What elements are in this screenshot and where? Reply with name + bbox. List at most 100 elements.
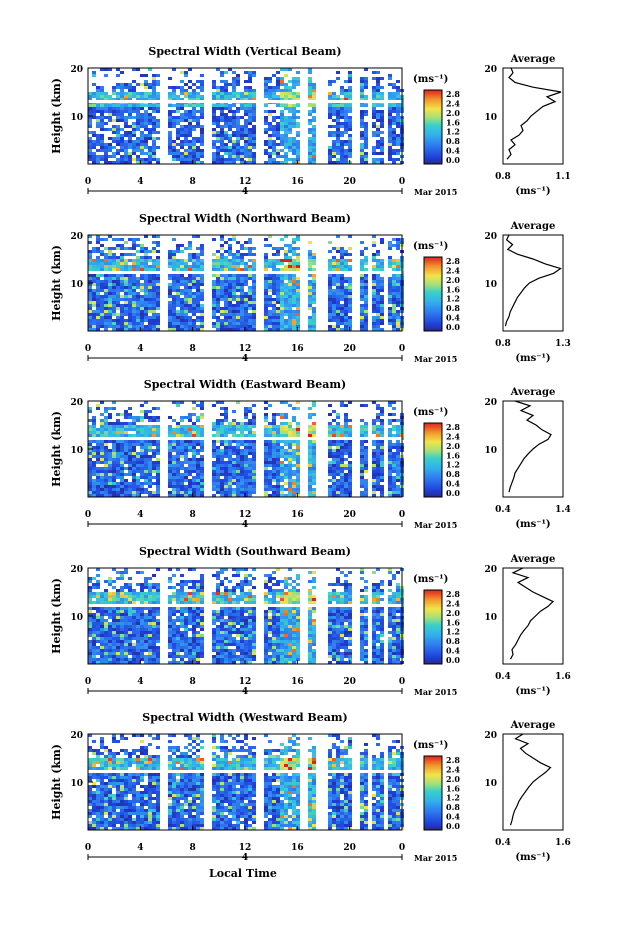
heatmap-cell xyxy=(344,277,348,280)
heatmap-cell xyxy=(184,247,188,250)
heatmap-cell xyxy=(88,425,92,428)
heatmap-cell xyxy=(200,470,204,473)
heatmap-cell xyxy=(332,488,336,491)
heatmap-cell xyxy=(168,77,172,80)
heatmap-cell xyxy=(380,125,384,128)
heatmap-cell xyxy=(328,280,332,283)
heatmap-cell xyxy=(216,298,220,301)
heatmap-cell xyxy=(276,428,280,431)
heatmap-cell xyxy=(340,292,344,295)
heatmap-cell xyxy=(196,479,200,482)
heatmap-cell xyxy=(308,413,312,416)
heatmap-cell xyxy=(96,155,100,158)
heatmap-cell xyxy=(264,104,268,107)
heatmap-cell xyxy=(276,485,280,488)
heatmap-cell xyxy=(376,125,380,128)
heatmap-cell xyxy=(248,107,252,110)
heatmap-cell xyxy=(148,301,152,304)
colorbar-segment xyxy=(424,97,442,99)
heatmap-cell xyxy=(264,110,268,113)
heatmap-cell xyxy=(120,452,124,455)
heatmap-cell xyxy=(344,446,348,449)
heatmap-cell xyxy=(148,131,152,134)
heatmap-cell xyxy=(104,277,108,280)
heatmap-cell xyxy=(144,280,148,283)
heatmap-cell xyxy=(332,304,336,307)
heatmap-cell xyxy=(392,304,396,307)
heatmap-cell xyxy=(332,440,336,443)
heatmap-cell xyxy=(280,116,284,119)
heatmap-cell xyxy=(392,107,396,110)
heatmap-cell xyxy=(288,434,292,437)
heatmap-cell xyxy=(180,86,184,89)
heatmap-cell xyxy=(116,428,120,431)
heatmap-cell xyxy=(280,89,284,92)
heatmap-cell xyxy=(228,83,232,86)
heatmap-cell xyxy=(348,434,352,437)
heatmap-cell xyxy=(344,413,348,416)
heatmap-cell xyxy=(104,161,108,164)
heatmap-cell xyxy=(348,319,352,322)
heatmap-cell xyxy=(392,307,396,310)
heatmap-cell xyxy=(244,119,248,122)
heatmap-cell xyxy=(264,307,268,310)
heatmap-cell xyxy=(224,149,228,152)
heatmap-cell xyxy=(388,485,392,488)
heatmap-cell xyxy=(340,295,344,298)
heatmap-cell xyxy=(212,238,216,241)
heatmap-cell xyxy=(212,464,216,467)
heatmap-cell xyxy=(276,104,280,107)
heatmap-cell xyxy=(200,401,204,404)
heatmap-cell xyxy=(340,458,344,461)
heatmap-cell xyxy=(112,488,116,491)
heatmap-cell xyxy=(196,149,200,152)
heatmap-cell xyxy=(252,413,256,416)
heatmap-cell xyxy=(136,307,140,310)
heatmap-cell xyxy=(248,491,252,494)
heatmap-cell xyxy=(116,83,120,86)
heatmap-cell xyxy=(172,262,176,265)
colorbar-segment xyxy=(424,317,442,319)
colorbar-segment xyxy=(424,125,442,127)
heatmap-cell xyxy=(152,295,156,298)
heatmap-cell xyxy=(216,419,220,422)
heatmap-cell xyxy=(288,494,292,497)
heatmap-cell xyxy=(348,122,352,125)
heatmap-cell xyxy=(292,455,296,458)
heatmap-cell xyxy=(216,307,220,310)
heatmap-cell xyxy=(292,298,296,301)
heatmap-cell xyxy=(88,274,92,277)
heatmap-cell xyxy=(240,286,244,289)
heatmap-cell xyxy=(168,149,172,152)
heatmap-cell xyxy=(172,125,176,128)
heatmap-cell xyxy=(148,425,152,428)
heatmap-cell xyxy=(148,446,152,449)
heatmap-cell xyxy=(308,286,312,289)
heatmap-cell xyxy=(248,322,252,325)
heatmap-cell xyxy=(156,125,160,128)
heatmap-cell xyxy=(108,307,112,310)
heatmap-cell xyxy=(336,488,340,491)
heatmap-cell xyxy=(140,431,144,434)
heatmap-cell xyxy=(96,316,100,319)
heatmap-cell xyxy=(288,443,292,446)
heatmap-cell xyxy=(180,316,184,319)
heatmap-cell xyxy=(172,443,176,446)
heatmap-cell xyxy=(332,274,336,277)
heatmap-cell xyxy=(288,458,292,461)
heatmap-cell xyxy=(212,152,216,155)
heatmap-cell xyxy=(108,113,112,116)
heatmap-cell xyxy=(168,452,172,455)
heatmap-cell xyxy=(180,440,184,443)
heatmap-cell xyxy=(280,134,284,137)
heatmap-cell xyxy=(104,452,108,455)
heatmap-cell xyxy=(340,304,344,307)
heatmap-cell xyxy=(392,286,396,289)
heatmap-cell xyxy=(132,322,136,325)
heatmap-cell xyxy=(308,241,312,244)
heatmap-cell xyxy=(200,74,204,77)
heatmap-cell xyxy=(232,446,236,449)
heatmap-cell xyxy=(192,119,196,122)
heatmap-cell xyxy=(284,92,288,95)
heatmap-cell xyxy=(112,137,116,140)
